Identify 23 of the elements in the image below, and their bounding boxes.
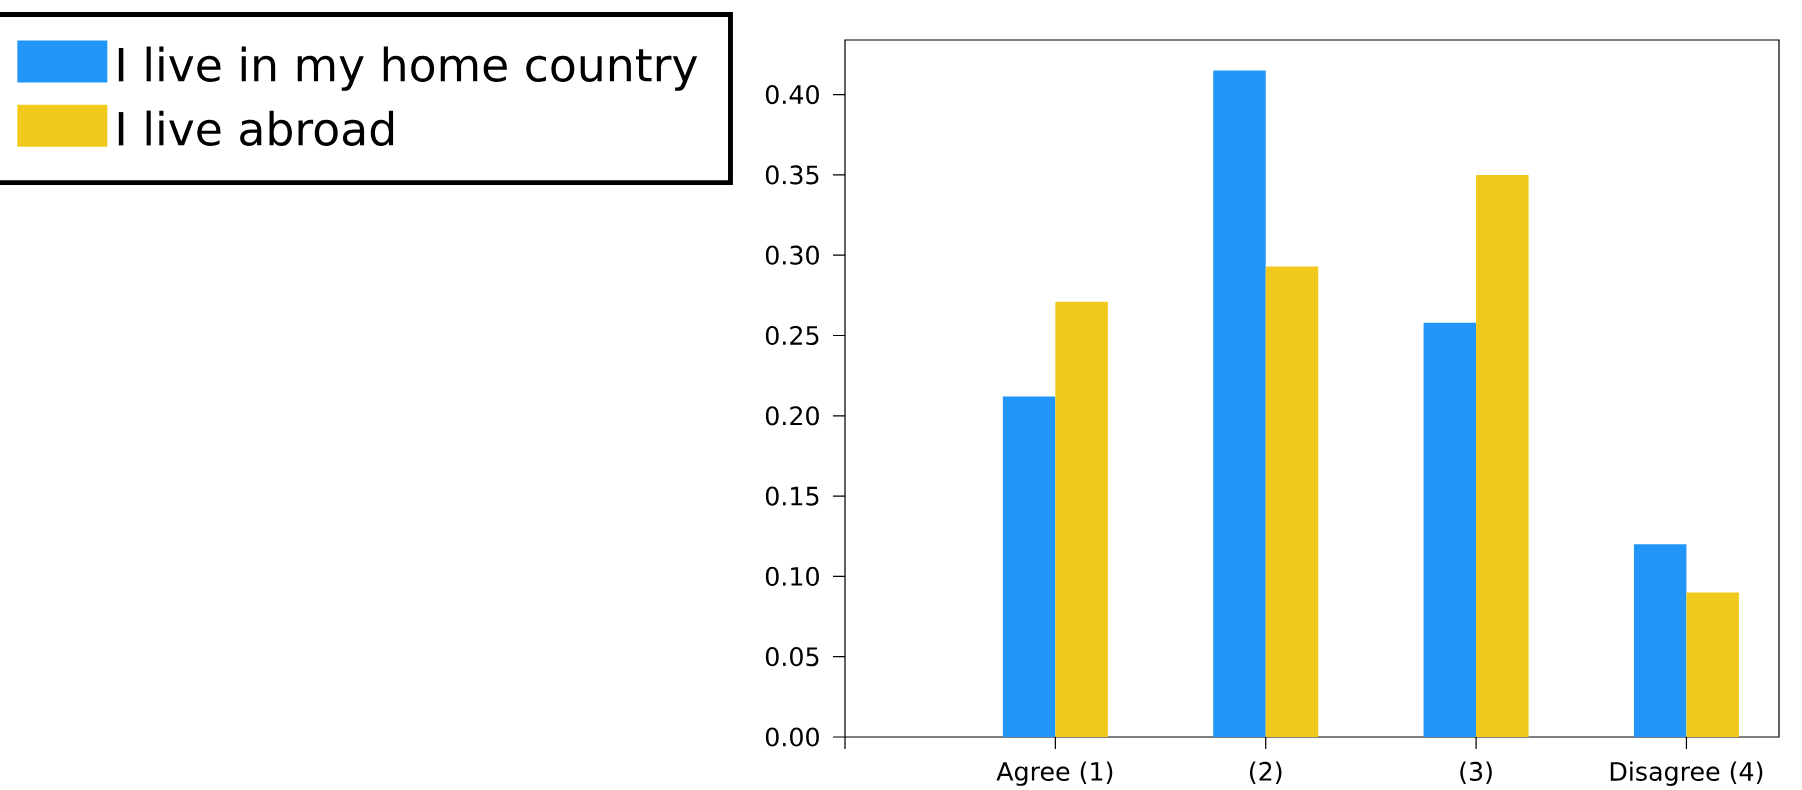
bar (1686, 592, 1739, 737)
bar (1633, 544, 1687, 737)
x-tick-label: (2) (1249, 761, 1282, 784)
bar (1213, 70, 1266, 737)
bar (1423, 322, 1477, 737)
y-tick-label: 0.20 (765, 406, 819, 426)
bar (1055, 301, 1108, 737)
legend-label: I live abroad (118, 110, 394, 147)
bar (1476, 174, 1529, 737)
y-tick-label: 0.30 (765, 245, 819, 265)
legend-label: I live in my home country (118, 46, 698, 91)
y-tick-label: 0.15 (765, 486, 819, 506)
y-tick-label: 0.00 (765, 727, 819, 747)
x-tick-label: Agree (1) (996, 761, 1113, 786)
y-tick-label: 0.10 (765, 566, 819, 586)
bar (1002, 396, 1056, 737)
y-tick-label: 0.25 (765, 325, 819, 346)
y-tick-label: 0.05 (765, 647, 819, 667)
y-tick-label: 0.40 (765, 85, 819, 105)
x-tick-label: Disagree (4) (1610, 761, 1763, 786)
bar (1265, 266, 1319, 737)
x-tick-label: (3) (1460, 761, 1492, 784)
y-tick-label: 0.35 (765, 165, 819, 185)
